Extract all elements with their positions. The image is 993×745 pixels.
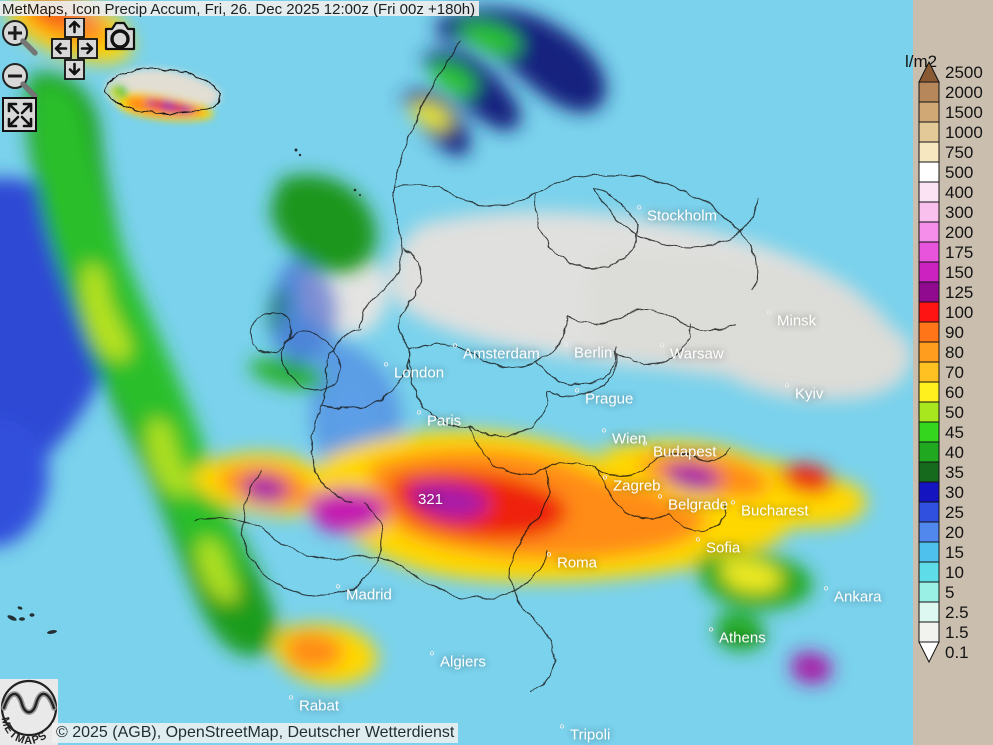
svg-text:1.5: 1.5 [945, 623, 969, 642]
svg-text:200: 200 [945, 223, 973, 242]
svg-text:°: ° [288, 693, 294, 710]
svg-text:°: ° [335, 582, 341, 599]
svg-text:0.1: 0.1 [945, 643, 969, 662]
svg-text:Madrid: Madrid [346, 587, 392, 604]
svg-text:2500: 2500 [945, 63, 983, 82]
svg-text:2000: 2000 [945, 83, 983, 102]
svg-text:35: 35 [945, 463, 964, 482]
svg-text:5: 5 [945, 583, 954, 602]
svg-text:10: 10 [945, 563, 964, 582]
svg-text:90: 90 [945, 323, 964, 342]
svg-text:150: 150 [945, 263, 973, 282]
svg-text:45: 45 [945, 423, 964, 442]
svg-text:°: ° [416, 408, 422, 425]
svg-text:°: ° [574, 386, 580, 403]
svg-text:Stockholm: Stockholm [647, 208, 717, 225]
svg-text:1000: 1000 [945, 123, 983, 142]
svg-text:°: ° [563, 340, 569, 357]
svg-text:°: ° [429, 649, 435, 666]
svg-text:°: ° [559, 722, 565, 739]
svg-text:80: 80 [945, 343, 964, 362]
svg-text:°: ° [823, 584, 829, 601]
svg-text:London: London [394, 365, 444, 382]
svg-text:300: 300 [945, 203, 973, 222]
svg-text:500: 500 [945, 163, 973, 182]
svg-text:°: ° [730, 498, 736, 515]
svg-text:100: 100 [945, 303, 973, 322]
svg-text:400: 400 [945, 183, 973, 202]
svg-text:Rabat: Rabat [299, 698, 340, 715]
svg-text:Warsaw: Warsaw [670, 346, 724, 363]
svg-text:30: 30 [945, 483, 964, 502]
svg-text:175: 175 [945, 243, 973, 262]
svg-text:Minsk: Minsk [777, 313, 817, 330]
svg-text:Ankara: Ankara [834, 589, 882, 606]
svg-text:°: ° [383, 360, 389, 377]
svg-text:°: ° [784, 381, 790, 398]
svg-text:Budapest: Budapest [653, 444, 717, 461]
svg-text:Zagreb: Zagreb [613, 478, 661, 495]
svg-text:Paris: Paris [427, 413, 461, 430]
svg-text:Roma: Roma [557, 555, 598, 572]
svg-text:°: ° [657, 492, 663, 509]
svg-text:40: 40 [945, 443, 964, 462]
svg-text:20: 20 [945, 523, 964, 542]
svg-text:15: 15 [945, 543, 964, 562]
svg-text:°: ° [642, 439, 648, 456]
svg-text:25: 25 [945, 503, 964, 522]
svg-text:°: ° [659, 341, 665, 358]
svg-text:°: ° [601, 426, 607, 443]
svg-text:Sofia: Sofia [706, 540, 741, 557]
svg-text:°: ° [636, 203, 642, 220]
svg-text:750: 750 [945, 143, 973, 162]
svg-text:°: ° [708, 625, 714, 642]
svg-text:60: 60 [945, 383, 964, 402]
svg-text:70: 70 [945, 363, 964, 382]
svg-text:2.5: 2.5 [945, 603, 969, 622]
svg-text:125: 125 [945, 283, 973, 302]
svg-text:°: ° [766, 308, 772, 325]
svg-text:°: ° [452, 341, 458, 358]
svg-text:321: 321 [418, 491, 443, 508]
svg-text:Berlin: Berlin [574, 345, 612, 362]
svg-text:Amsterdam: Amsterdam [463, 346, 540, 363]
svg-text:Algiers: Algiers [440, 654, 486, 671]
svg-text:°: ° [546, 550, 552, 567]
svg-text:Kyiv: Kyiv [795, 386, 824, 403]
svg-text:1500: 1500 [945, 103, 983, 122]
svg-text:Athens: Athens [719, 630, 766, 647]
svg-text:50: 50 [945, 403, 964, 422]
svg-text:°: ° [695, 535, 701, 552]
svg-text:Belgrade: Belgrade [668, 497, 728, 514]
svg-text:Bucharest: Bucharest [741, 503, 809, 520]
svg-text:Prague: Prague [585, 391, 633, 408]
svg-text:°: ° [602, 473, 608, 490]
svg-text:Tripoli: Tripoli [570, 727, 610, 744]
